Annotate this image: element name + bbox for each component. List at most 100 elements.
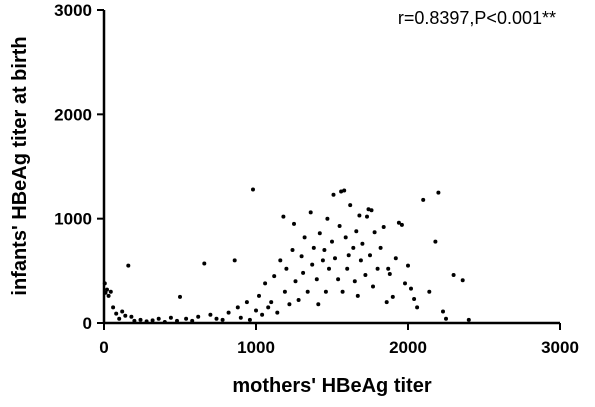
data-point	[260, 312, 265, 317]
data-point	[316, 302, 321, 307]
data-point	[282, 289, 287, 294]
data-point	[466, 317, 471, 322]
data-point	[308, 210, 313, 215]
data-point	[214, 316, 219, 321]
data-point	[386, 266, 391, 271]
data-point	[345, 266, 350, 271]
y-tick-label: 0	[83, 314, 92, 333]
y-axis-title: infants' HBeAg titer at birth	[9, 36, 31, 295]
data-point	[305, 289, 310, 294]
x-tick-label: 1000	[237, 338, 275, 357]
data-point	[293, 279, 298, 284]
data-point	[451, 273, 456, 277]
data-point	[272, 274, 277, 279]
data-point	[427, 289, 432, 294]
data-point	[346, 253, 351, 258]
data-point	[409, 286, 413, 291]
y-tick-label: 3000	[54, 1, 92, 20]
data-point	[296, 298, 301, 302]
data-point	[244, 300, 249, 305]
data-point	[403, 281, 407, 286]
data-point	[393, 256, 398, 261]
data-point	[357, 213, 362, 218]
data-point	[317, 231, 322, 236]
data-point	[301, 270, 306, 275]
data-point	[263, 281, 268, 286]
y-tick-label: 2000	[54, 105, 92, 124]
data-point	[322, 248, 327, 252]
data-point	[381, 225, 386, 229]
points-layer	[102, 187, 471, 324]
data-point	[360, 241, 365, 246]
data-point	[412, 297, 417, 301]
data-point	[302, 235, 307, 240]
data-point	[284, 266, 289, 271]
data-point	[235, 305, 240, 310]
data-point	[120, 309, 125, 314]
data-point	[368, 253, 372, 258]
y-ticks: 0 1000 2000 3000	[54, 1, 104, 333]
data-point	[378, 245, 383, 250]
data-point	[387, 272, 392, 276]
data-point	[406, 263, 410, 268]
x-ticks: 0 1000 2000 3000	[99, 323, 579, 357]
data-point	[150, 318, 155, 323]
data-point	[384, 300, 389, 305]
data-point	[348, 203, 353, 208]
data-point	[129, 314, 134, 319]
correlation-annotation: r=0.8397,P<0.001**	[398, 8, 556, 28]
data-point	[254, 308, 258, 313]
data-point	[375, 266, 380, 271]
data-point	[372, 230, 377, 235]
data-point	[441, 309, 445, 314]
x-axis-title: mothers' HBeAg titer	[232, 375, 431, 397]
data-point	[178, 294, 182, 299]
data-point	[314, 277, 319, 282]
data-point	[232, 258, 237, 263]
data-point	[371, 284, 375, 289]
x-tick-label: 3000	[541, 338, 579, 357]
data-point	[269, 300, 274, 305]
data-point	[196, 314, 201, 319]
data-point	[358, 258, 363, 263]
data-point	[343, 235, 348, 240]
data-point	[337, 224, 342, 228]
data-point	[363, 273, 368, 277]
data-point	[290, 248, 295, 252]
data-point	[331, 192, 336, 197]
data-point	[292, 221, 296, 226]
data-point	[202, 261, 207, 266]
data-point	[156, 316, 161, 321]
data-point	[433, 239, 438, 244]
data-point	[238, 315, 243, 320]
data-point	[399, 222, 404, 227]
data-point	[369, 208, 374, 213]
data-point	[105, 287, 109, 292]
data-point	[278, 258, 283, 263]
data-point	[117, 316, 122, 321]
data-point	[327, 266, 331, 271]
data-point	[340, 289, 345, 294]
data-point	[220, 317, 225, 322]
data-point	[436, 190, 441, 195]
data-point	[325, 216, 330, 221]
data-point	[138, 317, 143, 322]
data-point	[460, 278, 465, 283]
data-point	[421, 197, 426, 202]
data-point	[123, 313, 128, 318]
data-point	[339, 189, 344, 194]
data-point	[275, 310, 280, 315]
data-point	[342, 188, 347, 193]
data-point	[126, 263, 131, 268]
data-point	[208, 312, 213, 317]
data-point	[184, 316, 189, 321]
data-point	[247, 317, 252, 322]
data-point	[336, 277, 341, 282]
data-point	[333, 256, 337, 261]
data-point	[168, 315, 173, 320]
data-point	[365, 214, 369, 219]
data-point	[114, 311, 119, 316]
data-point	[396, 220, 401, 225]
data-point	[351, 245, 356, 250]
